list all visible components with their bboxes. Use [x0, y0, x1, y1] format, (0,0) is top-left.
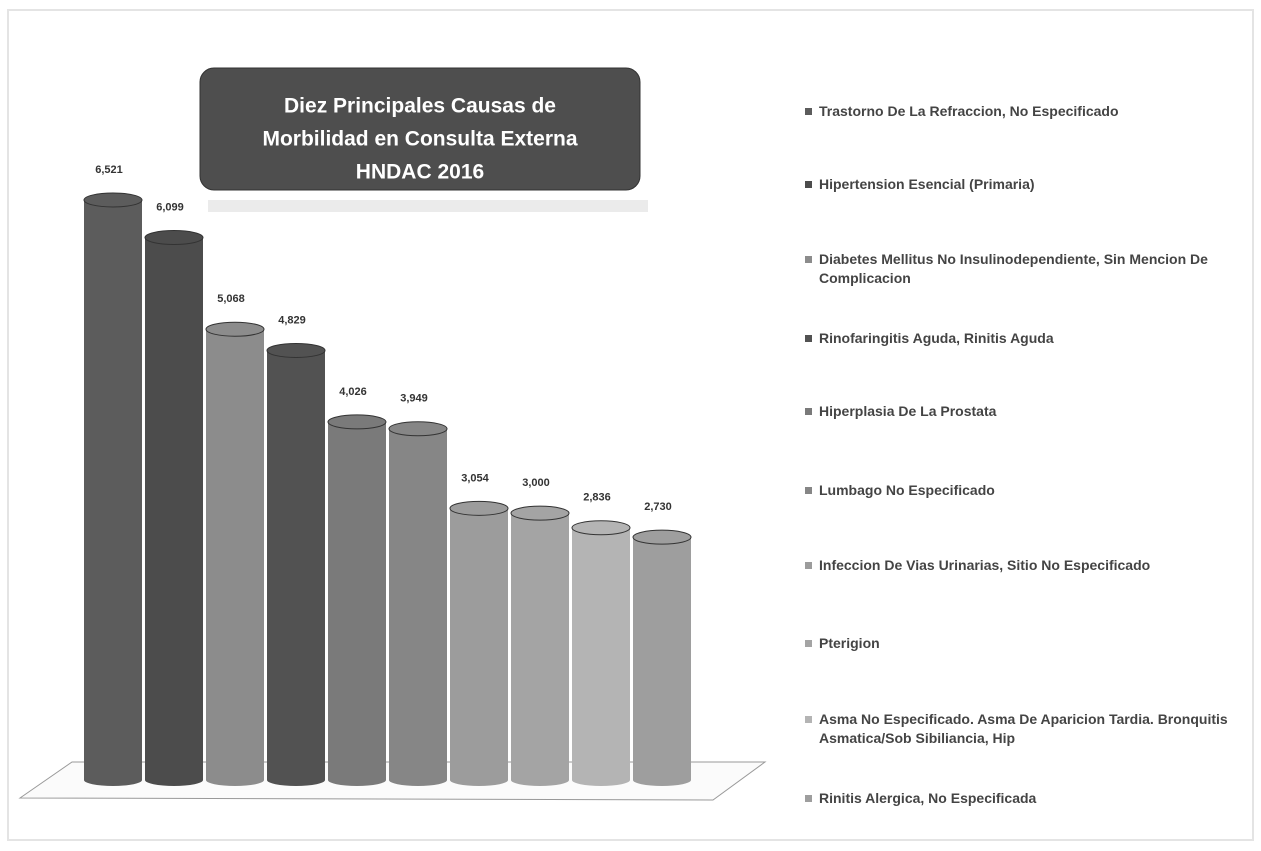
legend-swatch	[805, 108, 812, 115]
bar-top	[327, 414, 387, 430]
value-label: 3,054	[461, 472, 489, 484]
legend-label: Rinitis Alergica, No Especificada	[819, 790, 1037, 806]
value-label: 6,521	[95, 164, 123, 176]
legend-entry: Rinitis Alergica, No Especificada	[805, 789, 1235, 808]
legend-entry: Diabetes Mellitus No Insulinodependiente…	[805, 250, 1235, 288]
value-label: 3,000	[522, 477, 550, 489]
value-label: 5,068	[217, 293, 245, 305]
legend-swatch	[805, 408, 812, 415]
bar-top	[205, 321, 265, 337]
legend-swatch	[805, 256, 812, 263]
legend-entry: Infeccion De Vias Urinarias, Sitio No Es…	[805, 556, 1235, 575]
title-box	[199, 67, 641, 191]
legend-swatch	[805, 562, 812, 569]
legend-label: Rinofaringitis Aguda, Rinitis Aguda	[819, 330, 1054, 346]
bars: 6,521 6,099 5,068 4,829 4,026 3,949 3,054 3,000…	[83, 164, 692, 786]
legend-label: Hiperplasia De La Prostata	[819, 403, 997, 419]
legend-entry: Hiperplasia De La Prostata	[805, 402, 1235, 421]
legend-entry: Rinofaringitis Aguda, Rinitis Aguda	[805, 329, 1235, 348]
bar-top	[449, 500, 509, 516]
legend-entry: Pterigion	[805, 634, 1235, 653]
bar-top	[388, 421, 448, 437]
bar	[572, 527, 630, 780]
legend-swatch	[805, 335, 812, 342]
legend-swatch	[805, 487, 812, 494]
bar	[84, 200, 142, 780]
bar	[267, 350, 325, 780]
bar-top	[83, 192, 143, 208]
legend-label: Hipertension Esencial (Primaria)	[819, 176, 1035, 192]
bar	[206, 329, 264, 780]
title-shadow	[208, 200, 648, 212]
bar-top	[632, 529, 692, 545]
legend-entry: Lumbago No Especificado	[805, 481, 1235, 500]
value-label: 4,829	[278, 314, 306, 326]
legend-label: Infeccion De Vias Urinarias, Sitio No Es…	[819, 557, 1151, 573]
legend-entry: Hipertension Esencial (Primaria)	[805, 175, 1235, 194]
legend-swatch	[805, 795, 812, 802]
legend-label: Asma No Especificado. Asma De Aparicion …	[819, 711, 1228, 746]
chart-title: Diez Principales Causas de	[284, 95, 556, 118]
legend-swatch	[805, 640, 812, 647]
bar	[389, 428, 447, 780]
bar-top	[510, 505, 570, 521]
legend-label: Trastorno De La Refraccion, No Especific…	[819, 103, 1119, 119]
frame	[7, 9, 1254, 841]
bar-top	[571, 520, 631, 536]
value-label: 2,730	[644, 501, 672, 513]
value-label: 2,836	[583, 492, 611, 504]
bar	[511, 513, 569, 780]
bar-top	[144, 230, 204, 246]
bar	[633, 537, 691, 780]
bar	[145, 237, 203, 780]
legend-label: Lumbago No Especificado	[819, 482, 995, 498]
legend-entry: Asma No Especificado. Asma De Aparicion …	[805, 710, 1235, 748]
legend-label: Diabetes Mellitus No Insulinodependiente…	[819, 251, 1208, 286]
legend-label: Pterigion	[819, 635, 880, 651]
value-label: 4,026	[339, 386, 367, 398]
bar	[328, 421, 386, 780]
legend-entry: Trastorno De La Refraccion, No Especific…	[805, 102, 1235, 121]
bar	[450, 508, 508, 780]
legend-swatch	[805, 181, 812, 188]
value-label: 3,949	[400, 393, 428, 405]
legend-swatch	[805, 716, 812, 723]
value-label: 6,099	[156, 201, 184, 213]
bar-top	[266, 342, 326, 358]
chart-title: Morbilidad en Consulta Externa	[262, 128, 577, 151]
chart-title: HNDAC 2016	[356, 161, 484, 184]
